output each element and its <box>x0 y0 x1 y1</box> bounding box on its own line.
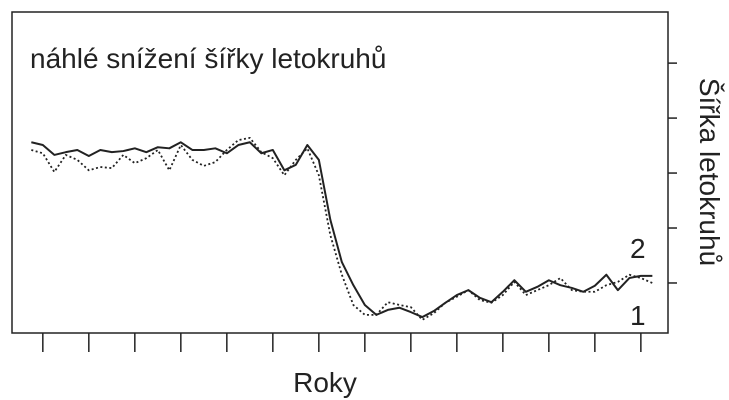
annotation: 1 <box>630 300 646 331</box>
chart-title: náhlé snížení šířky letokruhů <box>30 43 386 74</box>
annotation: 2 <box>630 233 646 264</box>
x-axis-label: Roky <box>293 367 357 398</box>
line-series <box>31 141 653 319</box>
line-series <box>31 136 653 321</box>
y-axis-label: Šířka letokruhů <box>694 78 725 266</box>
